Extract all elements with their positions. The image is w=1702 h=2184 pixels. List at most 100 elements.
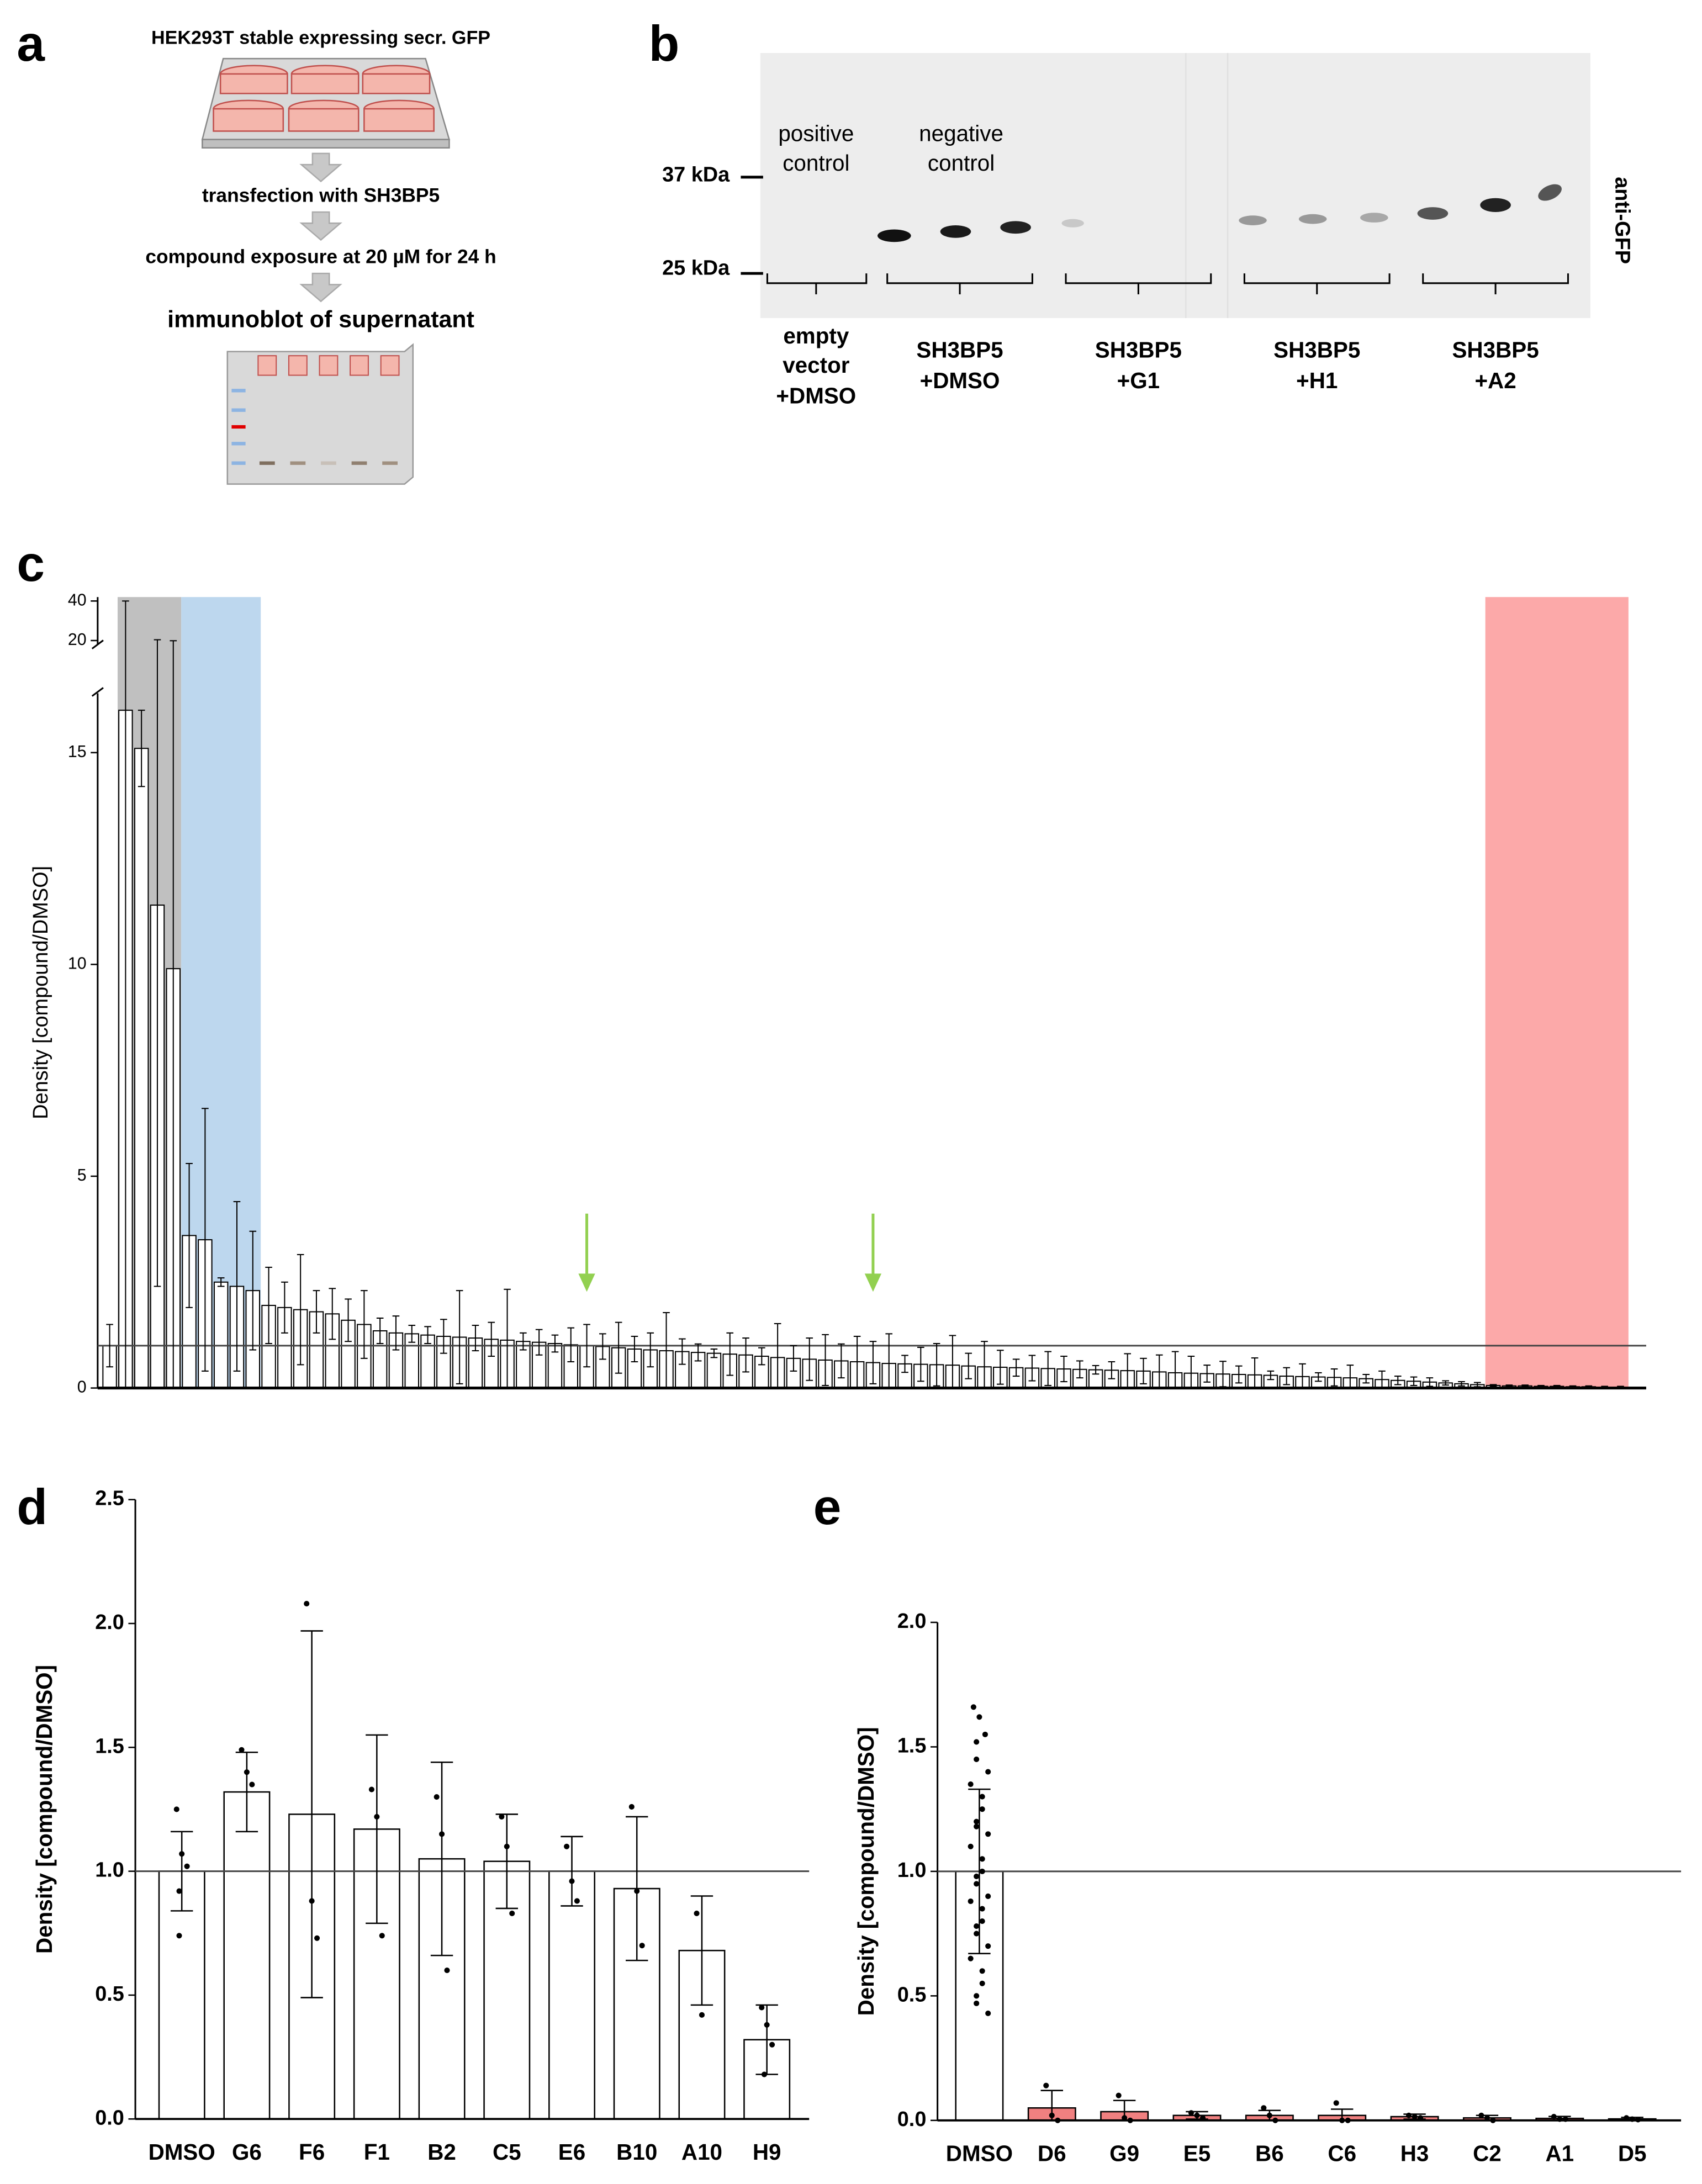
well bbox=[219, 73, 288, 94]
wells bbox=[213, 65, 435, 132]
data-point bbox=[1122, 2115, 1128, 2121]
data-point bbox=[974, 1818, 980, 1825]
ladder bbox=[231, 389, 398, 465]
data-point bbox=[1266, 2112, 1272, 2118]
gel-well bbox=[257, 355, 277, 376]
data-point bbox=[974, 1756, 980, 1763]
data-point bbox=[979, 1868, 985, 1874]
y-axis-label: Density [compound/DMSO] bbox=[853, 1727, 879, 2016]
data-point bbox=[759, 2005, 765, 2011]
data-point bbox=[985, 1943, 991, 1949]
well bbox=[213, 108, 284, 132]
antibody-label: anti-GFP bbox=[1610, 177, 1634, 264]
data-point bbox=[968, 1843, 974, 1849]
y-tick-label: 2.5 bbox=[95, 1487, 124, 1510]
y-tick-label: 1.5 bbox=[95, 1734, 124, 1758]
control-label: negative bbox=[919, 121, 1003, 146]
data-point bbox=[434, 1794, 440, 1800]
data-point bbox=[314, 1935, 320, 1941]
gel-well bbox=[380, 355, 400, 376]
well bbox=[362, 73, 431, 94]
data-point bbox=[979, 1980, 985, 1986]
y-tick-label: 0.0 bbox=[897, 2108, 927, 2131]
y-tick-label: 10 bbox=[68, 954, 87, 972]
step-text: HEK293T stable expressing secr. GFP bbox=[151, 28, 490, 49]
y-tick-label: 2.0 bbox=[897, 1610, 927, 1633]
data-point bbox=[244, 1769, 250, 1775]
band bbox=[940, 225, 971, 238]
data-point bbox=[304, 1601, 310, 1607]
data-point bbox=[564, 1843, 570, 1849]
bar bbox=[158, 1870, 205, 2120]
lane-label: empty bbox=[783, 323, 849, 348]
data-point bbox=[769, 2042, 775, 2048]
lane-label: +DMSO bbox=[920, 368, 1000, 393]
data-point bbox=[974, 1823, 980, 1829]
lane-label: vector bbox=[783, 352, 850, 378]
data-point bbox=[176, 1933, 182, 1939]
x-tick-label: DMSO bbox=[149, 2139, 215, 2165]
data-point bbox=[979, 1806, 985, 1812]
data-point bbox=[1406, 2112, 1412, 2118]
data-point bbox=[968, 1955, 974, 1961]
y-tick-label: 15 bbox=[68, 743, 87, 761]
data-point bbox=[504, 1843, 510, 1849]
y-tick-label: 40 bbox=[68, 591, 87, 609]
annotation-arrowhead bbox=[578, 1273, 595, 1292]
data-point bbox=[309, 1898, 315, 1904]
y-tick-label: 0 bbox=[77, 1378, 87, 1397]
well bbox=[363, 108, 435, 132]
data-point bbox=[1188, 2110, 1194, 2116]
data-point bbox=[574, 1898, 580, 1904]
band bbox=[1239, 215, 1267, 225]
data-point bbox=[173, 1806, 179, 1812]
y-axis-label: Density [compound/DMSO] bbox=[31, 1665, 57, 1954]
data-point bbox=[1194, 2112, 1200, 2118]
data-point bbox=[979, 1856, 985, 1862]
data-point bbox=[439, 1831, 445, 1837]
bar bbox=[1088, 1369, 1103, 1389]
lane-label: SH3BP5 bbox=[1273, 337, 1360, 362]
x-tick-label: A10 bbox=[681, 2139, 722, 2165]
y-tick-label: 0.5 bbox=[897, 1983, 927, 2006]
data-point bbox=[569, 1878, 575, 1884]
band bbox=[1480, 198, 1511, 212]
marker-label: 37 kDa bbox=[662, 163, 730, 186]
bar bbox=[223, 1791, 271, 2120]
data-point bbox=[974, 1739, 980, 1745]
data-point bbox=[249, 1781, 255, 1788]
x-tick-label: G6 bbox=[232, 2139, 262, 2165]
bar bbox=[213, 1281, 229, 1389]
marker-label: 25 kDa bbox=[662, 257, 730, 280]
panel-b: 37 kDa 25 kDa positive control negative … bbox=[662, 52, 1634, 409]
axis-break bbox=[91, 687, 104, 697]
x-tick-label: D5 bbox=[1618, 2141, 1647, 2166]
data-point bbox=[179, 1851, 185, 1857]
y-tick-label: 0.0 bbox=[95, 2106, 124, 2129]
data-point bbox=[985, 1769, 991, 1775]
bracket bbox=[886, 273, 1033, 295]
x-tick-label: H9 bbox=[753, 2139, 781, 2165]
lane-label: +H1 bbox=[1296, 368, 1338, 393]
data-point bbox=[1551, 2113, 1557, 2120]
blot-image bbox=[760, 52, 1590, 318]
step-text: compound exposure at 20 µM for 24 h bbox=[145, 246, 496, 268]
data-point bbox=[628, 1804, 635, 1810]
bar bbox=[548, 1870, 595, 2120]
x-tick-label: B2 bbox=[427, 2139, 456, 2165]
annotation-arrowhead bbox=[864, 1273, 882, 1292]
arrows bbox=[299, 152, 342, 303]
bracket bbox=[1243, 273, 1391, 295]
data-point bbox=[985, 2010, 991, 2016]
well bbox=[290, 73, 360, 94]
data-point bbox=[1261, 2105, 1267, 2111]
down-arrow bbox=[299, 272, 342, 303]
data-point bbox=[499, 1813, 505, 1820]
lane-label: SH3BP5 bbox=[1095, 337, 1182, 362]
data-point bbox=[374, 1813, 380, 1820]
x-tick-label: B10 bbox=[616, 2139, 657, 2165]
down-arrow bbox=[299, 152, 342, 183]
band bbox=[1000, 221, 1031, 234]
data-point bbox=[444, 1968, 450, 1974]
x-tick-label: H3 bbox=[1400, 2141, 1429, 2166]
